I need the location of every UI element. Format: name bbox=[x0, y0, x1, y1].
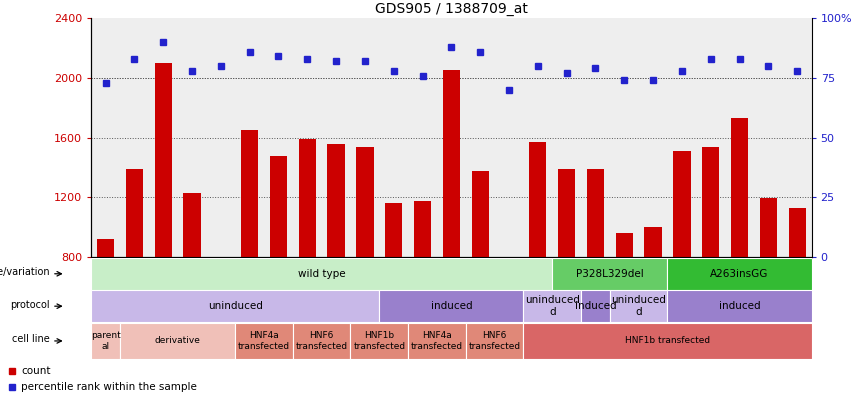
Text: count: count bbox=[21, 366, 50, 376]
Bar bbox=[351, 323, 408, 359]
Text: induced: induced bbox=[575, 301, 616, 311]
Text: HNF6
transfected: HNF6 transfected bbox=[469, 331, 521, 351]
Bar bbox=[91, 290, 379, 322]
Bar bbox=[667, 290, 812, 322]
Text: uninduced
d: uninduced d bbox=[611, 295, 666, 317]
Bar bbox=[241, 130, 259, 377]
Bar bbox=[702, 147, 720, 377]
Text: cell line: cell line bbox=[12, 334, 50, 344]
Bar bbox=[644, 226, 661, 377]
Bar bbox=[385, 202, 403, 377]
Bar bbox=[523, 290, 581, 322]
Bar bbox=[558, 169, 575, 377]
Text: HNF1b
transfected: HNF1b transfected bbox=[353, 331, 405, 351]
Bar bbox=[126, 169, 143, 377]
Bar bbox=[471, 171, 489, 377]
Text: induced: induced bbox=[431, 301, 472, 311]
Text: induced: induced bbox=[719, 301, 760, 311]
Text: uninduced: uninduced bbox=[207, 301, 263, 311]
Bar bbox=[120, 323, 235, 359]
Bar bbox=[299, 139, 316, 377]
Text: uninduced
d: uninduced d bbox=[525, 295, 580, 317]
Bar bbox=[270, 156, 287, 377]
Bar bbox=[408, 323, 466, 359]
Text: A263insGG: A263insGG bbox=[710, 269, 769, 279]
Bar bbox=[414, 201, 431, 377]
Bar bbox=[466, 323, 523, 359]
Text: HNF4a
transfected: HNF4a transfected bbox=[238, 331, 290, 351]
Bar bbox=[212, 257, 229, 377]
Text: genotype/variation: genotype/variation bbox=[0, 267, 50, 277]
Bar bbox=[760, 198, 777, 377]
Text: HNF4a
transfected: HNF4a transfected bbox=[411, 331, 463, 351]
Bar bbox=[529, 142, 547, 377]
Bar bbox=[97, 239, 115, 377]
Bar bbox=[788, 208, 806, 377]
Bar bbox=[610, 290, 667, 322]
Bar bbox=[500, 271, 517, 377]
Bar bbox=[523, 323, 812, 359]
Bar bbox=[155, 63, 172, 377]
Bar bbox=[91, 258, 552, 290]
Text: parent
al: parent al bbox=[90, 331, 121, 351]
Text: HNF6
transfected: HNF6 transfected bbox=[296, 331, 348, 351]
Title: GDS905 / 1388709_at: GDS905 / 1388709_at bbox=[375, 2, 528, 16]
Bar bbox=[581, 290, 610, 322]
Bar bbox=[674, 151, 691, 377]
Bar bbox=[731, 118, 748, 377]
Bar bbox=[587, 169, 604, 377]
Bar bbox=[443, 70, 460, 377]
Bar bbox=[552, 258, 667, 290]
Bar bbox=[183, 193, 201, 377]
Text: P328L329del: P328L329del bbox=[576, 269, 644, 279]
Text: protocol: protocol bbox=[10, 300, 50, 309]
Bar bbox=[327, 144, 345, 377]
Text: derivative: derivative bbox=[155, 337, 201, 345]
Text: percentile rank within the sample: percentile rank within the sample bbox=[21, 382, 197, 392]
Bar bbox=[615, 233, 633, 377]
Bar bbox=[293, 323, 351, 359]
Bar bbox=[235, 323, 293, 359]
Bar bbox=[356, 147, 373, 377]
Bar bbox=[91, 323, 120, 359]
Text: wild type: wild type bbox=[298, 269, 345, 279]
Bar bbox=[667, 258, 812, 290]
Bar bbox=[379, 290, 523, 322]
Text: HNF1b transfected: HNF1b transfected bbox=[625, 337, 710, 345]
